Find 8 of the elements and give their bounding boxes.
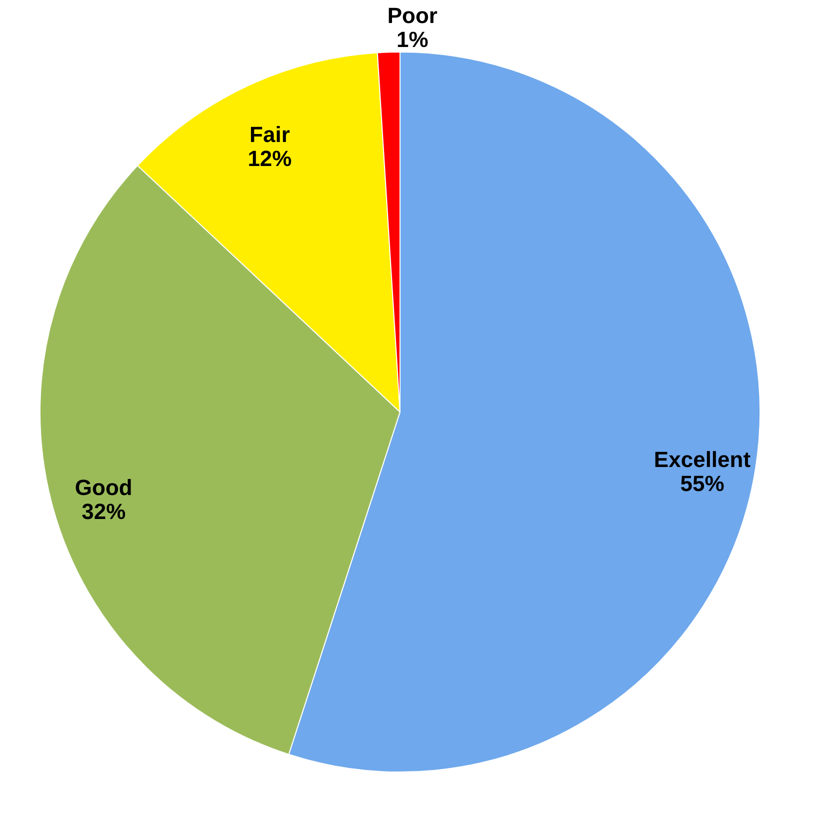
slice-label: Excellent <box>654 446 752 472</box>
data-label: 32% <box>82 499 126 524</box>
data-label: 12% <box>248 146 292 172</box>
data-label: 55% <box>680 470 724 496</box>
slice-label: Good <box>74 475 132 500</box>
slice-label: Poor <box>387 3 438 28</box>
slice-label: Fair <box>250 122 290 148</box>
data-label: 1% <box>396 27 428 52</box>
